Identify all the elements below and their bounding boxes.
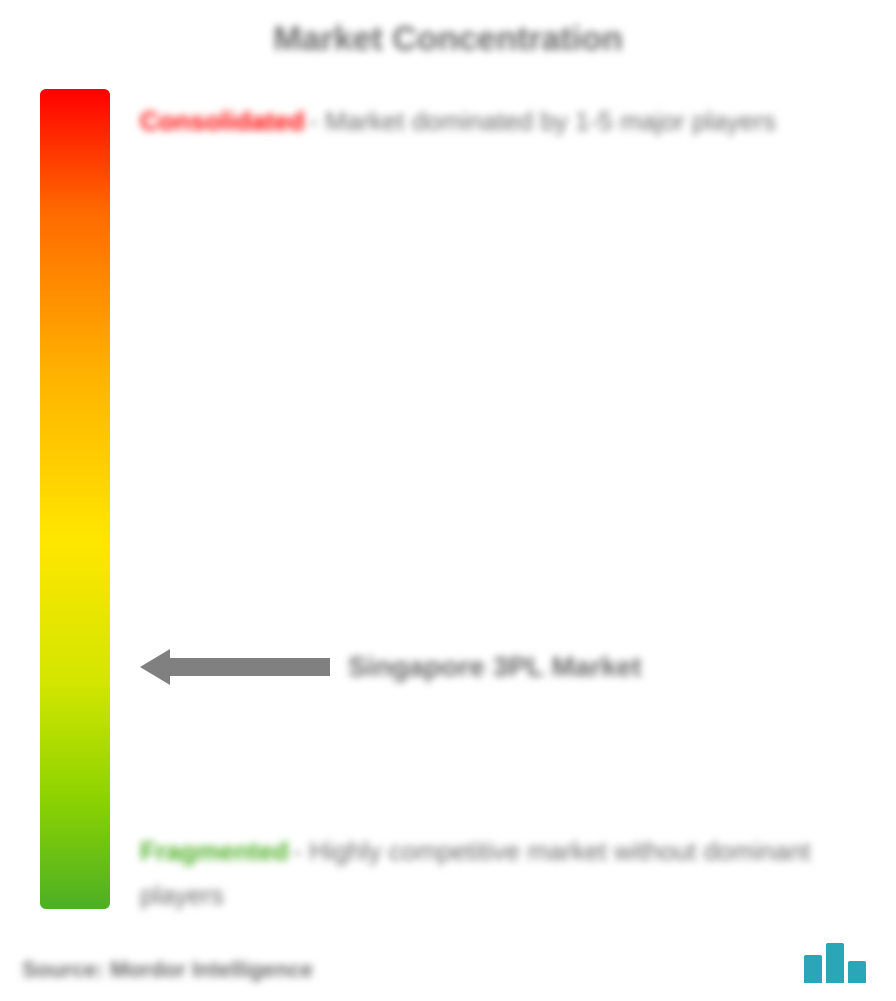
fragmented-heading: Fragmented [140,836,289,866]
annotations-area: Consolidated - Market dominated by 1-5 m… [110,89,856,909]
consolidated-heading: Consolidated [140,106,305,136]
arrow-head [140,649,170,685]
arrow-shaft [170,658,330,676]
consolidated-annotation: Consolidated - Market dominated by 1-5 m… [140,99,836,143]
concentration-gradient-bar [40,89,110,909]
market-name-label: Singapore 3PL Market [348,651,642,683]
brand-logo [804,943,866,983]
source-attribution: Source: Mordor Intelligence [22,957,313,983]
consolidated-body: - Market dominated by 1-5 major players [309,106,776,136]
fragmented-annotation: Fragmented - Highly competitive market w… [140,829,836,917]
arrow-left-icon [140,649,330,685]
chart-body: Consolidated - Market dominated by 1-5 m… [40,89,856,909]
market-position-marker: Singapore 3PL Market [140,649,836,685]
chart-title: Market Concentration [40,20,856,59]
logo-bar-3 [848,961,866,983]
logo-bar-1 [804,955,822,983]
logo-bar-2 [826,943,844,983]
